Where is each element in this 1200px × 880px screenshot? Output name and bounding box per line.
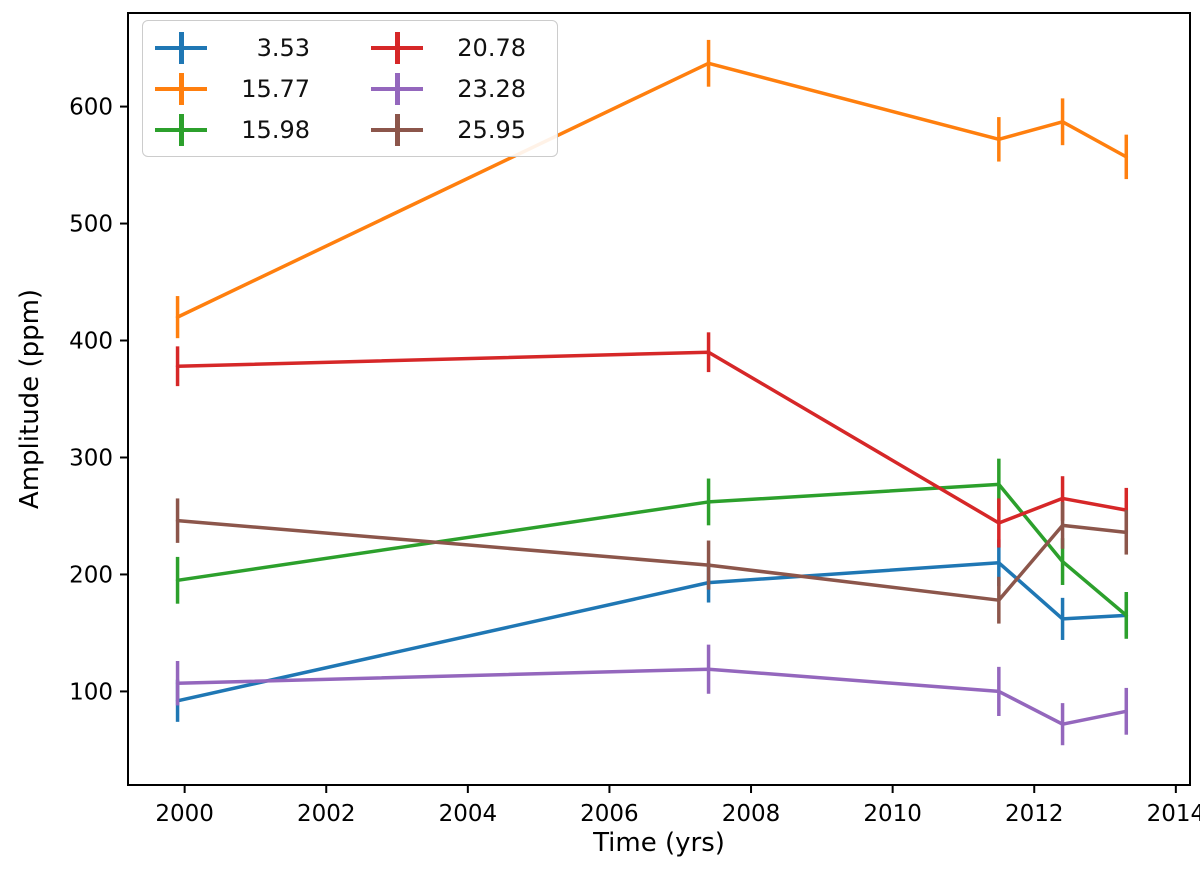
legend-label: 3.53: [256, 33, 310, 62]
legend-label: 15.98: [241, 115, 310, 144]
series-line-20.78: [175, 350, 1129, 525]
y-tick-label: 600: [69, 95, 113, 121]
legend-item-20.78: 20.78: [371, 27, 545, 68]
errorbar-swatch-icon: [371, 30, 423, 66]
x-tick-label: 2006: [580, 801, 639, 827]
legend-item-15.98: 15.98: [155, 109, 329, 150]
legend-item-25.95: 25.95: [371, 109, 545, 150]
legend-label: 20.78: [457, 33, 526, 62]
errorbar-swatch-icon: [155, 30, 207, 66]
legend-label: 15.77: [241, 74, 310, 103]
y-tick-label: 300: [69, 445, 113, 471]
x-tick-label: 2002: [297, 801, 356, 827]
legend-item-23.28: 23.28: [371, 68, 545, 109]
x-tick-label: 2014: [1147, 801, 1200, 827]
errorbar-swatch-icon: [155, 71, 207, 107]
x-axis-label: Time (yrs): [593, 828, 725, 858]
y-tick-label: 500: [69, 212, 113, 238]
legend-label: 23.28: [457, 74, 526, 103]
legend: 3.53 15.77 15.98 20.78 23.28 25.95: [142, 20, 558, 157]
x-tick-label: 2008: [722, 801, 781, 827]
y-tick-label: 400: [69, 329, 113, 355]
errorbar-swatch-icon: [155, 112, 207, 148]
y-tick-label: 100: [69, 679, 113, 705]
legend-item-3.53: 3.53: [155, 27, 329, 68]
errorbar-swatch-icon: [371, 71, 423, 107]
plot-border: [127, 12, 1191, 786]
y-axis-label: Amplitude (ppm): [15, 288, 45, 510]
x-tick-label: 2012: [1005, 801, 1064, 827]
y-tick-label: 200: [69, 562, 113, 588]
x-tick-label: 2000: [155, 801, 214, 827]
series-line-23.28: [175, 667, 1129, 726]
errorbar-swatch-icon: [371, 112, 423, 148]
legend-item-15.77: 15.77: [155, 68, 329, 109]
x-tick-label: 2010: [863, 801, 922, 827]
legend-label: 25.95: [457, 115, 526, 144]
x-tick-label: 2004: [439, 801, 498, 827]
